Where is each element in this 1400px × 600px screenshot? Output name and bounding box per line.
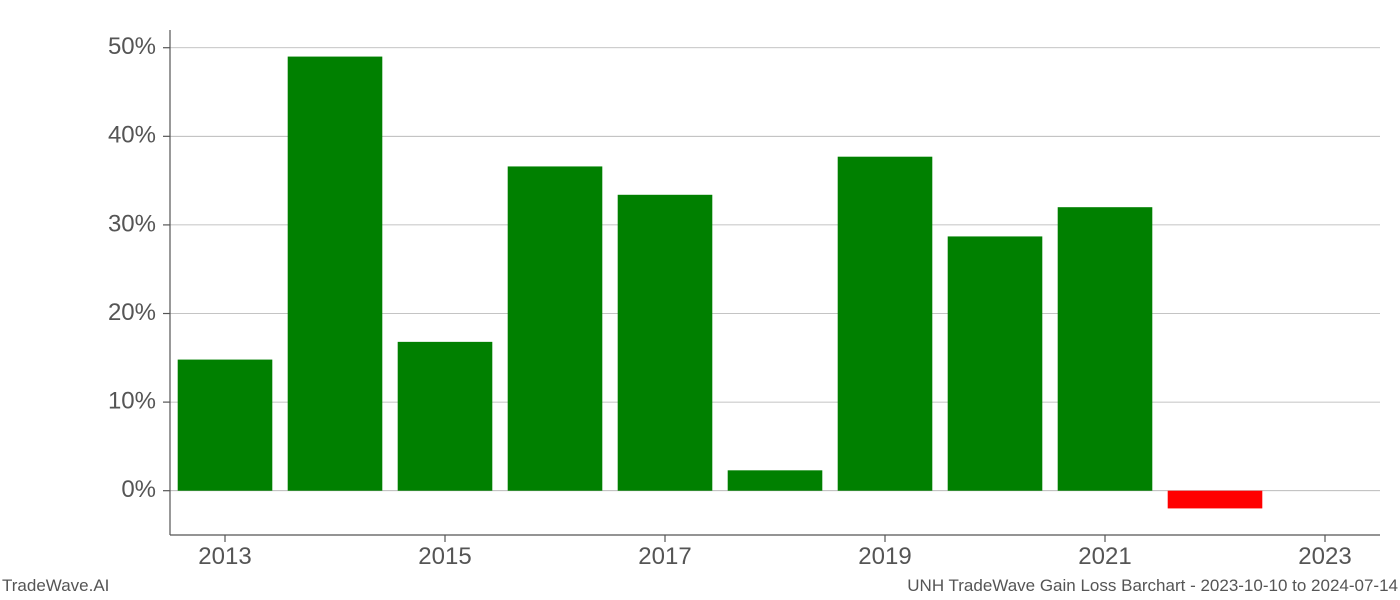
x-tick-label: 2021 (1078, 543, 1131, 570)
bar-2022 (1168, 491, 1263, 509)
chart-container: 0% 10% 20% 30% 40% 50% 2013 2015 2017 2019 2021 202… (0, 0, 1400, 600)
x-tick-label: 2015 (418, 543, 471, 570)
bar-2013 (178, 360, 273, 491)
y-tick-label: 20% (108, 299, 156, 326)
bar-chart: 0% 10% 20% 30% 40% 50% 2013 2015 2017 2019 2021 202… (0, 0, 1400, 600)
footer-right-label: UNH TradeWave Gain Loss Barchart - 2023-… (907, 576, 1398, 596)
bar-2021 (1058, 207, 1153, 491)
x-tick-label: 2013 (198, 543, 251, 570)
y-tick-label: 40% (108, 122, 156, 149)
x-tick-label: 2017 (638, 543, 691, 570)
bar-2020 (948, 236, 1043, 490)
bar-2017 (618, 195, 713, 491)
y-tick-label: 30% (108, 210, 156, 237)
bar-2019 (838, 157, 933, 491)
x-tick-label: 2023 (1298, 543, 1351, 570)
bar-2016 (508, 166, 603, 490)
bar-2015 (398, 342, 493, 491)
footer-left-label: TradeWave.AI (2, 576, 109, 596)
y-tick-label: 10% (108, 387, 156, 414)
x-tick-label: 2019 (858, 543, 911, 570)
y-tick-label: 0% (121, 476, 156, 503)
y-tick-label: 50% (108, 33, 156, 60)
bar-2018 (728, 470, 823, 490)
bar-2014 (288, 57, 383, 491)
